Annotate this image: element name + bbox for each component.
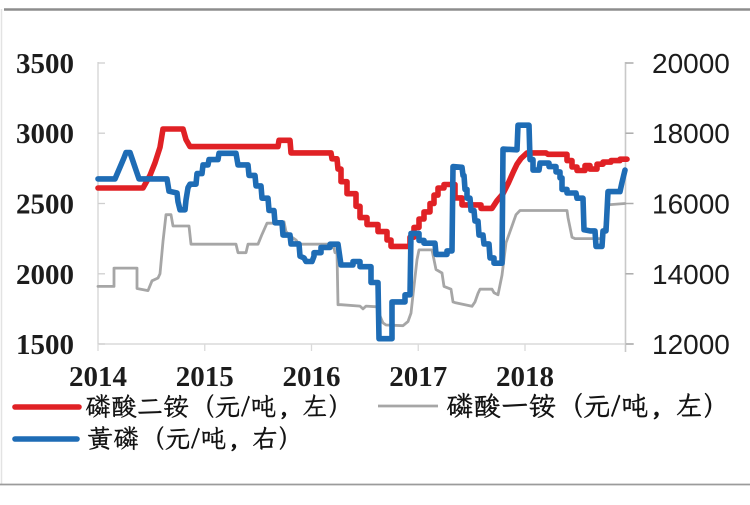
svg-text:14000: 14000 (652, 259, 730, 290)
svg-text:2000: 2000 (16, 259, 74, 291)
svg-text:2016: 2016 (283, 361, 341, 393)
svg-text:2500: 2500 (16, 189, 74, 221)
svg-text:18000: 18000 (652, 118, 730, 149)
svg-text:3000: 3000 (16, 118, 74, 150)
svg-text:12000: 12000 (652, 329, 730, 360)
svg-text:2017: 2017 (389, 361, 447, 393)
svg-text:16000: 16000 (652, 189, 730, 220)
svg-text:2014: 2014 (69, 361, 127, 393)
svg-text:3500: 3500 (16, 48, 74, 80)
svg-text:2015: 2015 (176, 361, 234, 393)
svg-text:20000: 20000 (652, 48, 730, 79)
svg-text:2018: 2018 (496, 361, 554, 393)
svg-text:1500: 1500 (16, 329, 74, 361)
